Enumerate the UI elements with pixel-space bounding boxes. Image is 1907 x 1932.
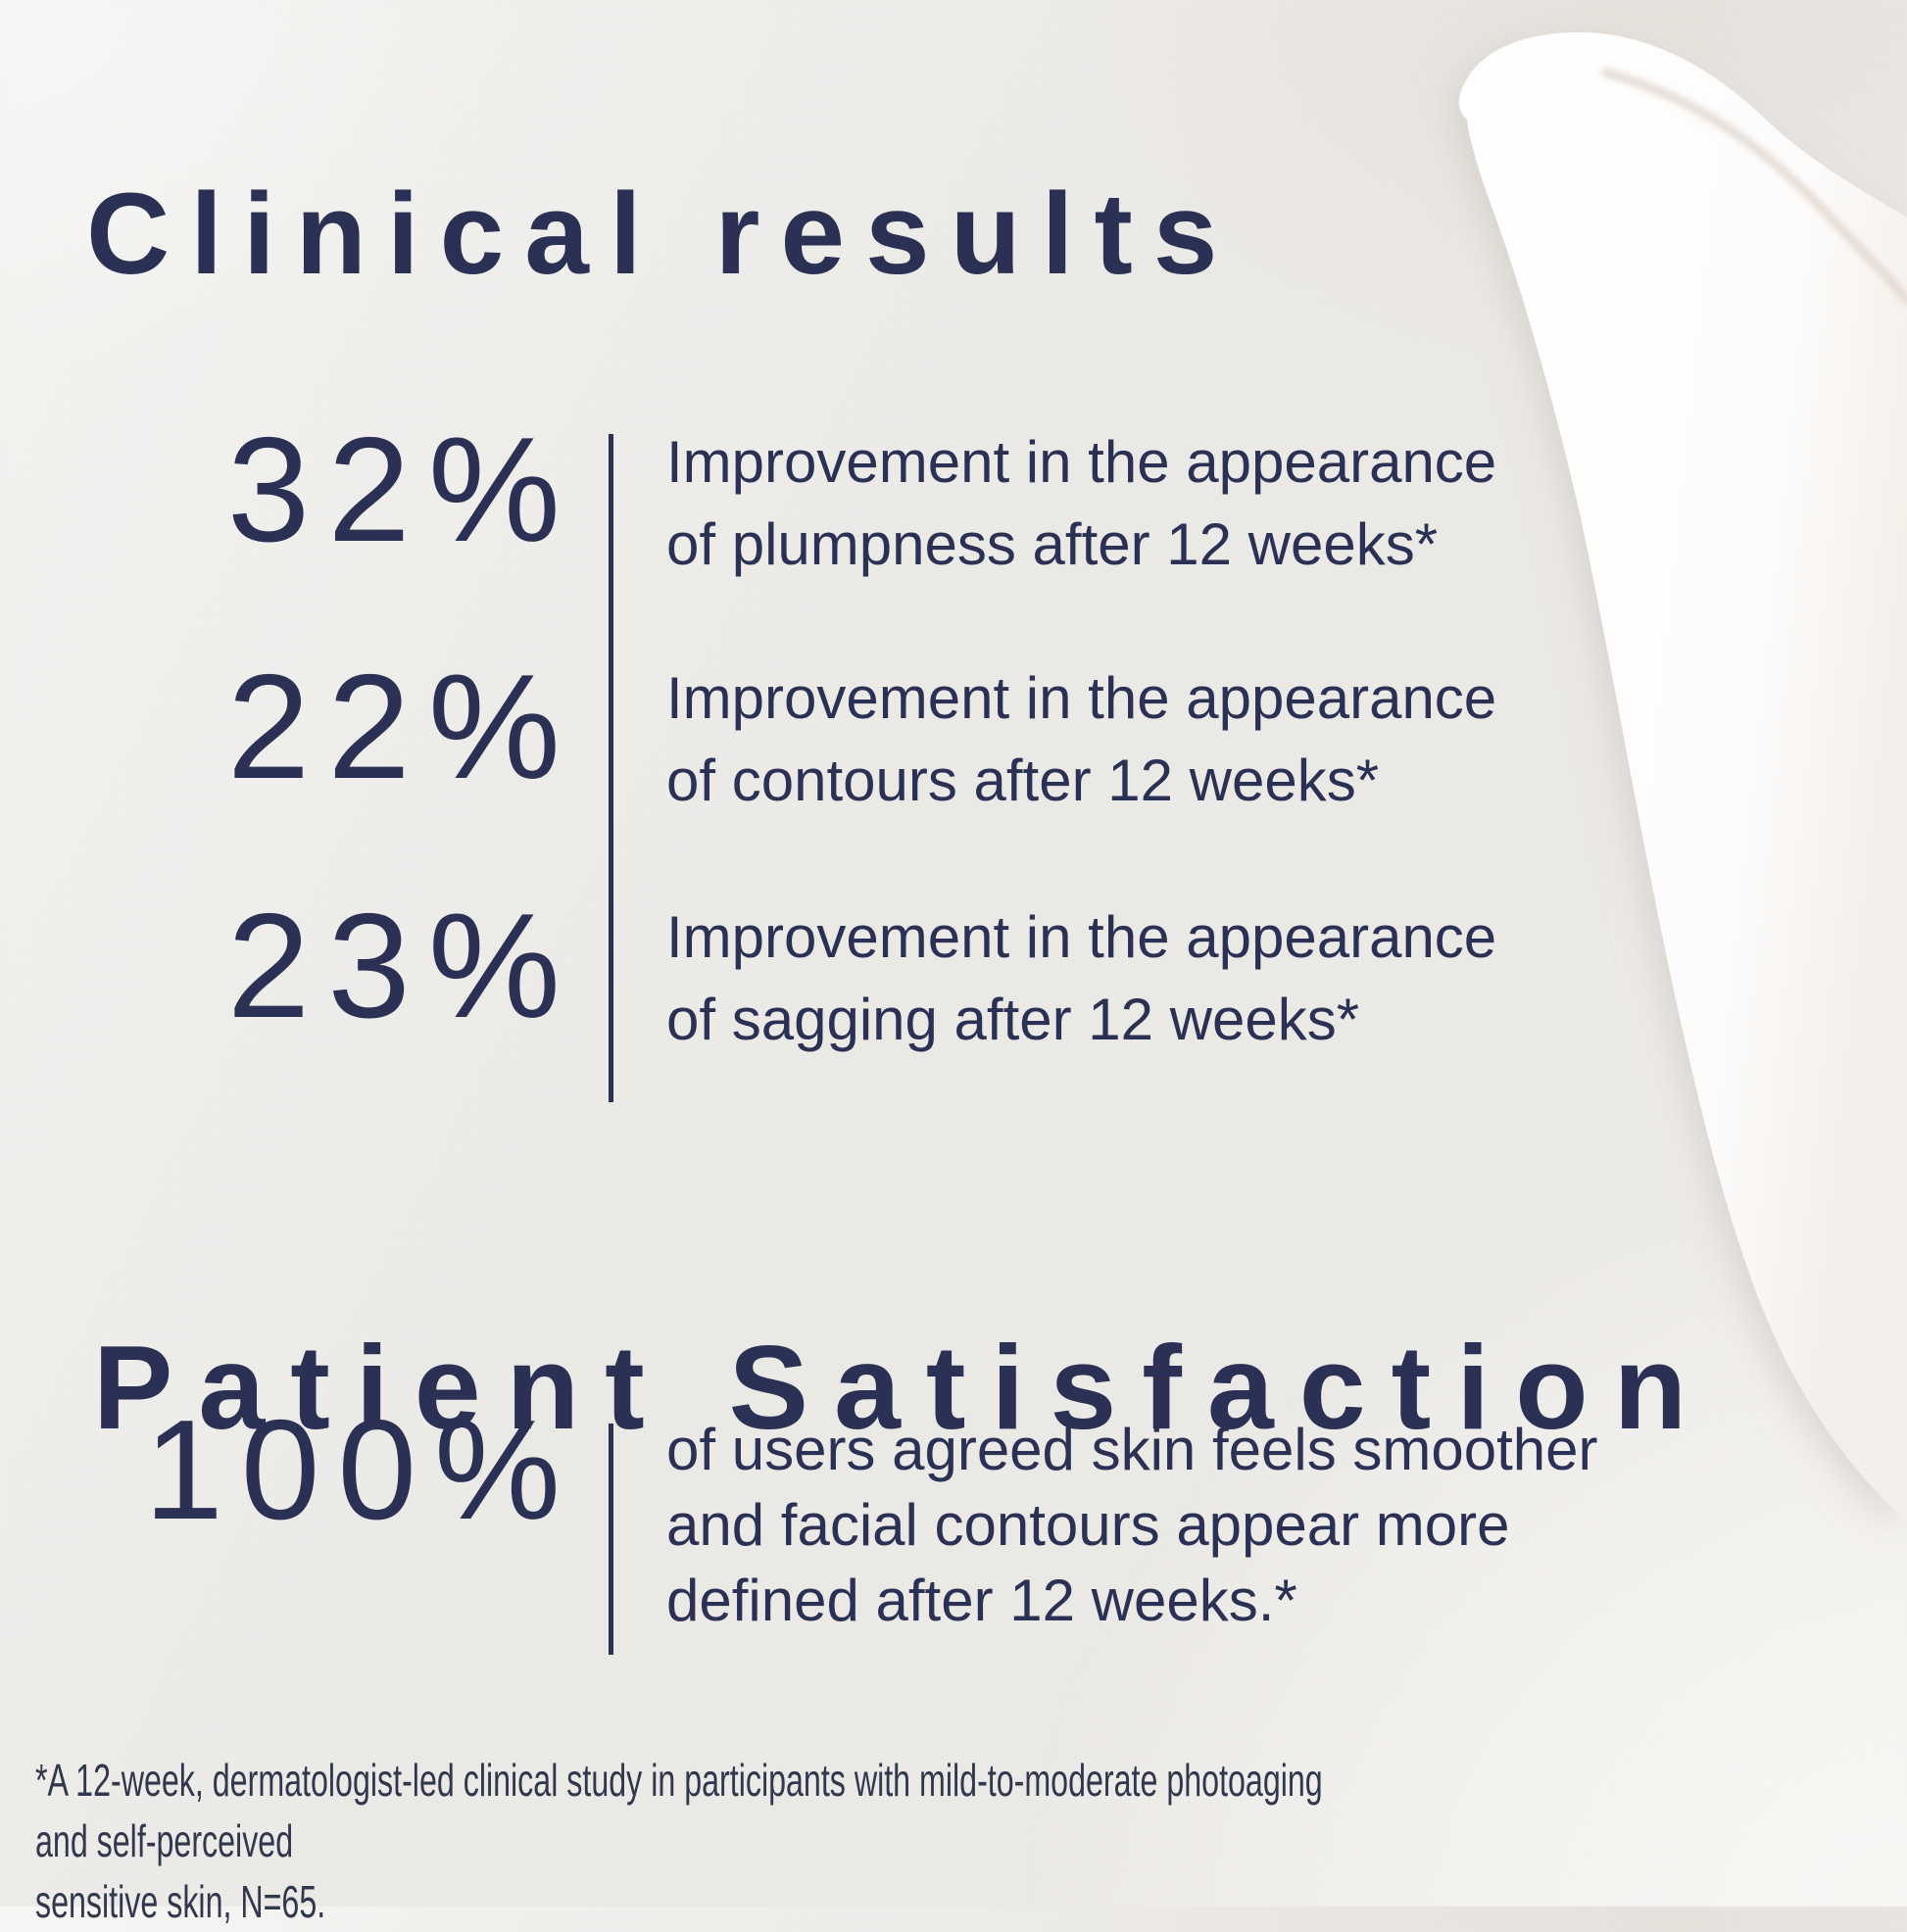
stat-description-satisfaction: of users agreed skin feels smoother and … xyxy=(666,1417,1598,1633)
stat-value-satisfaction: 100% xyxy=(144,1390,578,1549)
stat-description-contours: Improvement in the appearance of contour… xyxy=(666,665,1497,813)
satisfaction-heading: Patient Satisfaction xyxy=(93,1321,1713,1455)
cream-smear-crease xyxy=(1600,68,1907,305)
stat-description-sagging: Improvement in the appearance of sagging… xyxy=(666,904,1497,1052)
stat-value-contours: 22% xyxy=(226,644,578,810)
divider-line-clinical xyxy=(609,434,613,1102)
divider-line-satisfaction xyxy=(609,1424,613,1655)
footnote-text: *A 12-week, dermatologist-led clinical s… xyxy=(35,1755,1323,1927)
stat-description-plumpness: Improvement in the appearance of plumpne… xyxy=(666,429,1497,577)
cream-smear-body xyxy=(1458,31,1907,1521)
stat-value-sagging: 23% xyxy=(226,883,578,1049)
footnote: *A 12-week, dermatologist-led clinical s… xyxy=(35,1750,1907,1932)
stat-value-plumpness: 32% xyxy=(226,407,578,573)
page-title: Clinical results xyxy=(86,169,1239,300)
